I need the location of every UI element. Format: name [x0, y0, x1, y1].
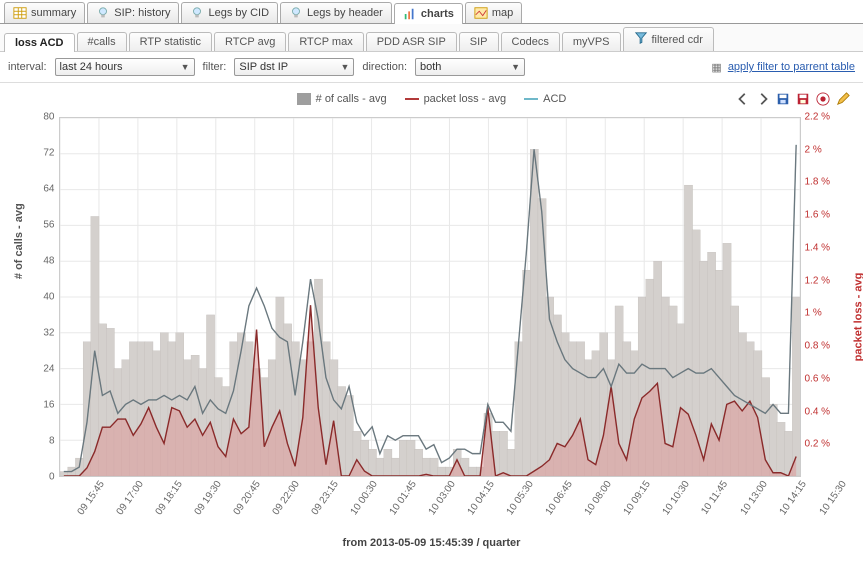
y-left-tick: 32 [43, 328, 54, 339]
subtab-label: #calls [88, 36, 116, 48]
tab-label: summary [31, 7, 76, 19]
filter-icon [634, 31, 648, 48]
help-red-button[interactable] [815, 91, 831, 107]
tab-label: Legs by CID [208, 7, 269, 19]
tab-summary[interactable]: summary [4, 2, 85, 23]
direction-value: both [420, 61, 441, 73]
chart-container: # of calls - avg packet loss - avg ACD # o… [7, 87, 857, 547]
y-right-tick: 2 % [805, 144, 822, 155]
y-right-tick: 1.2 % [805, 275, 831, 286]
tab-sip-history[interactable]: SIP: history [87, 2, 179, 23]
save-red-button[interactable] [795, 91, 811, 107]
subtab-pdd-asr-sip[interactable]: PDD ASR SIP [366, 32, 457, 51]
legend-item: # of calls - avg [297, 93, 387, 105]
tab-label: map [492, 7, 513, 19]
tab-label: SIP: history [114, 7, 170, 19]
tab-legs-by-header[interactable]: Legs by header [280, 2, 392, 23]
y-right-tick: 0.4 % [805, 406, 831, 417]
chart-icon [403, 7, 417, 21]
subtab-loss-acd[interactable]: loss ACD [4, 33, 75, 52]
y-left-tick: 56 [43, 220, 54, 231]
interval-value: last 24 hours [60, 61, 123, 73]
tab-charts[interactable]: charts [394, 3, 463, 24]
bulb-icon [190, 6, 204, 20]
subtab-sip[interactable]: SIP [459, 32, 499, 51]
subtab-label: RTCP avg [225, 36, 275, 48]
subtab-rtcp-max[interactable]: RTCP max [288, 32, 363, 51]
y-left-tick: 16 [43, 400, 54, 411]
subtab-filtered-cdr[interactable]: filtered cdr [623, 27, 714, 51]
chart-plot[interactable] [59, 117, 801, 477]
map-icon [474, 6, 488, 20]
subtab-label: myVPS [573, 36, 610, 48]
nav-right-button[interactable] [755, 91, 771, 107]
subtab--calls[interactable]: #calls [77, 32, 127, 51]
y-right-tick: 0.6 % [805, 373, 831, 384]
tab-map[interactable]: map [465, 2, 522, 23]
edit-pencil-button[interactable] [835, 91, 851, 107]
bulb-icon [289, 6, 303, 20]
table-icon [13, 6, 27, 20]
y-left-tick: 80 [43, 112, 54, 123]
direction-label: direction: [362, 61, 407, 73]
subtab-label: SIP [470, 36, 488, 48]
legend-item: packet loss - avg [405, 93, 507, 105]
y-left-title: # of calls - avg [13, 203, 25, 279]
y-right-tick: 1.8 % [805, 177, 831, 188]
interval-label: interval: [8, 61, 47, 73]
subtab-label: RTP statistic [140, 36, 201, 48]
subtab-myvps[interactable]: myVPS [562, 32, 621, 51]
filter-label: filter: [203, 61, 227, 73]
table-icon: ▦ [711, 61, 721, 74]
chevron-down-icon: ▼ [511, 62, 520, 72]
filter-select[interactable]: SIP dst IP ▼ [234, 58, 354, 76]
direction-select[interactable]: both ▼ [415, 58, 525, 76]
y-right-tick: 1 % [805, 308, 822, 319]
y-right-title: packet loss - avg [853, 273, 863, 362]
x-axis-title: from 2013-05-09 15:45:39 / quarter [7, 537, 857, 549]
chevron-down-icon: ▼ [181, 62, 190, 72]
nav-left-button[interactable] [735, 91, 751, 107]
y-left-tick: 48 [43, 256, 54, 267]
y-right-tick: 1.4 % [805, 242, 831, 253]
subtab-label: filtered cdr [652, 34, 703, 46]
y-right-tick: 0.8 % [805, 341, 831, 352]
subtab-rtp-statistic[interactable]: RTP statistic [129, 32, 212, 51]
y-left-tick: 24 [43, 364, 54, 375]
legend-item: ACD [524, 93, 566, 105]
subtab-label: PDD ASR SIP [377, 36, 446, 48]
subtab-label: loss ACD [15, 37, 64, 49]
save-blue-button[interactable] [775, 91, 791, 107]
bulb-icon [96, 6, 110, 20]
tab-legs-by-cid[interactable]: Legs by CID [181, 2, 278, 23]
tab-label: Legs by header [307, 7, 383, 19]
y-right-tick: 1.6 % [805, 210, 831, 221]
y-left-tick: 8 [49, 436, 55, 447]
tab-label: charts [421, 8, 454, 20]
subtab-rtcp-avg[interactable]: RTCP avg [214, 32, 286, 51]
filter-value: SIP dst IP [239, 61, 288, 73]
y-right-tick: 0.2 % [805, 439, 831, 450]
interval-select[interactable]: last 24 hours ▼ [55, 58, 195, 76]
y-right-tick: 2.2 % [805, 112, 831, 123]
subtab-label: RTCP max [299, 36, 352, 48]
y-left-tick: 72 [43, 148, 54, 159]
y-left-tick: 40 [43, 292, 54, 303]
subtab-codecs[interactable]: Codecs [501, 32, 560, 51]
subtab-label: Codecs [512, 36, 549, 48]
y-left-tick: 0 [49, 472, 55, 483]
y-left-tick: 64 [43, 184, 54, 195]
apply-filter-link[interactable]: apply filter to parrent table [728, 61, 855, 73]
chevron-down-icon: ▼ [340, 62, 349, 72]
